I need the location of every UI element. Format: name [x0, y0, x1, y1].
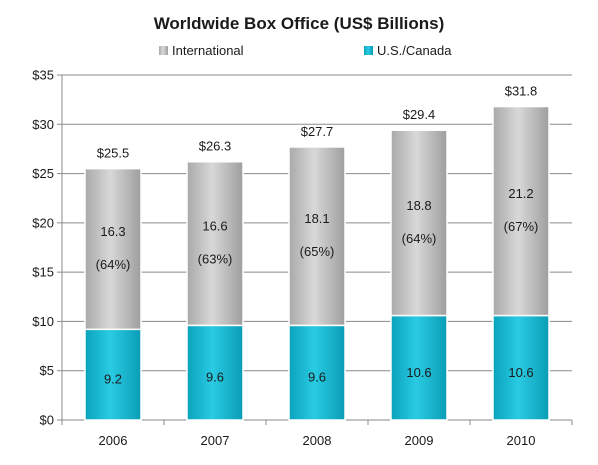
data-label-us-canada: 9.2 [104, 372, 122, 387]
data-label-us-canada: 10.6 [406, 365, 431, 380]
x-tick-label: 2010 [507, 433, 536, 448]
y-tick-label: $30 [32, 117, 54, 132]
legend-label-international: International [172, 43, 244, 58]
legend-label-us-canada: U.S./Canada [377, 43, 452, 58]
y-tick-label: $5 [40, 363, 54, 378]
data-label-total: $25.5 [97, 146, 130, 161]
data-label-total: $31.8 [505, 84, 538, 99]
legend: International U.S./Canada [159, 43, 452, 58]
y-tick-label: $0 [40, 413, 54, 428]
data-label-total: $27.7 [301, 124, 334, 139]
legend-swatch-international [159, 46, 168, 55]
bar-international-2006 [84, 167, 142, 331]
y-tick-label: $15 [32, 265, 54, 280]
data-label-international: 16.3 [100, 224, 125, 239]
data-label-international-share: (67%) [504, 219, 539, 234]
plot-area: $0 $5 $10 $15 $20 $25 $30 $35 9.2 16.3 (64%) $25.5 2… [32, 68, 573, 448]
data-label-us-canada: 9.6 [308, 370, 326, 385]
bar-us-canada-2010 [492, 314, 550, 421]
bar-us-canada-2006 [84, 328, 142, 421]
bar-international-2008 [288, 146, 346, 327]
data-label-international: 18.1 [304, 211, 329, 226]
bar-international-2010 [492, 105, 550, 317]
data-label-total: $29.4 [403, 107, 436, 122]
x-tick-label: 2007 [201, 433, 230, 448]
x-tick-label: 2009 [405, 433, 434, 448]
data-label-international-share: (63%) [198, 252, 233, 267]
y-tick-label: $20 [32, 215, 54, 230]
bar-us-canada-2009 [390, 314, 448, 421]
data-label-international-share: (64%) [402, 231, 437, 246]
legend-swatch-us-canada [364, 46, 373, 55]
y-tick-label: $25 [32, 166, 54, 181]
bar-international-2007 [186, 160, 244, 327]
bar-us-canada-2007 [186, 324, 244, 421]
x-tick-label: 2008 [303, 433, 332, 448]
data-label-international-share: (65%) [300, 244, 335, 259]
bar-us-canada-2008 [288, 324, 346, 421]
x-tick-label: 2006 [99, 433, 128, 448]
data-label-international: 18.8 [406, 198, 431, 213]
data-label-us-canada: 9.6 [206, 370, 224, 385]
data-label-international-share: (64%) [96, 257, 131, 272]
data-label-international: 16.6 [202, 219, 227, 234]
y-tick-label: $35 [32, 68, 54, 83]
bar-international-2009 [390, 129, 448, 317]
chart-title: Worldwide Box Office (US$ Billions) [154, 14, 445, 33]
y-tick-label: $10 [32, 314, 54, 329]
data-label-international: 21.2 [508, 186, 533, 201]
data-label-total: $26.3 [199, 139, 232, 154]
data-label-us-canada: 10.6 [508, 365, 533, 380]
